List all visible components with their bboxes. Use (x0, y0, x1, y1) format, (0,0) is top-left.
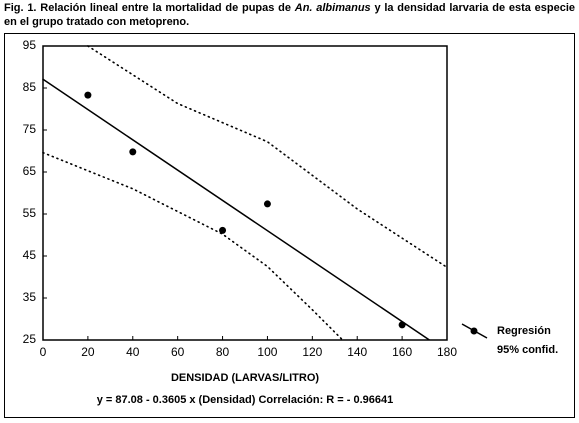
confidence-band (42, 151, 344, 341)
data-point (84, 91, 92, 99)
x-axis-label: DENSIDAD (LARVAS/LITRO) (171, 372, 319, 384)
x-tick-label: 100 (257, 345, 277, 359)
data-point (129, 148, 137, 156)
caption-text: y la densidad larvaria de esta especie e… (4, 2, 575, 28)
equation: y = 87.08 - 0.3605 x (Densidad) Correlac… (97, 394, 394, 406)
x-tick-label: 0 (40, 345, 47, 359)
y-tick-label: 35 (23, 290, 37, 304)
legend-label: Regresión (497, 325, 551, 337)
x-tick-label: 80 (216, 345, 230, 359)
x-tick-label: 120 (302, 345, 322, 359)
caption: Fig. 1. Relación lineal entre la mortali… (4, 1, 575, 29)
y-tick-label: 25 (23, 332, 37, 346)
data-point (219, 226, 227, 234)
y-tick-label: 45 (23, 248, 37, 262)
data-point (263, 200, 271, 208)
x-tick-label: 140 (347, 345, 367, 359)
legend-marker (470, 327, 478, 335)
y-tick-label: 65 (23, 164, 37, 178)
x-tick-label: 180 (437, 345, 457, 359)
x-tick-label: 40 (126, 345, 140, 359)
legend-label: 95% confid. (497, 344, 558, 356)
figure-frame (4, 33, 575, 418)
y-tick-label: 55 (23, 206, 37, 220)
y-tick-label: 95 (23, 38, 37, 52)
y-tick-label: 75 (23, 122, 37, 136)
x-tick-label: 60 (171, 345, 185, 359)
caption-text: Fig. 1. Relación lineal entre la mortali… (4, 2, 295, 14)
confidence-band (87, 45, 448, 269)
caption-species: An. albimanus (294, 2, 371, 14)
y-tick-label: 85 (23, 80, 37, 94)
data-point (398, 321, 406, 329)
x-tick-label: 160 (392, 345, 412, 359)
x-tick-label: 20 (81, 345, 95, 359)
plot-frame (42, 45, 448, 341)
regression-line (42, 78, 430, 341)
